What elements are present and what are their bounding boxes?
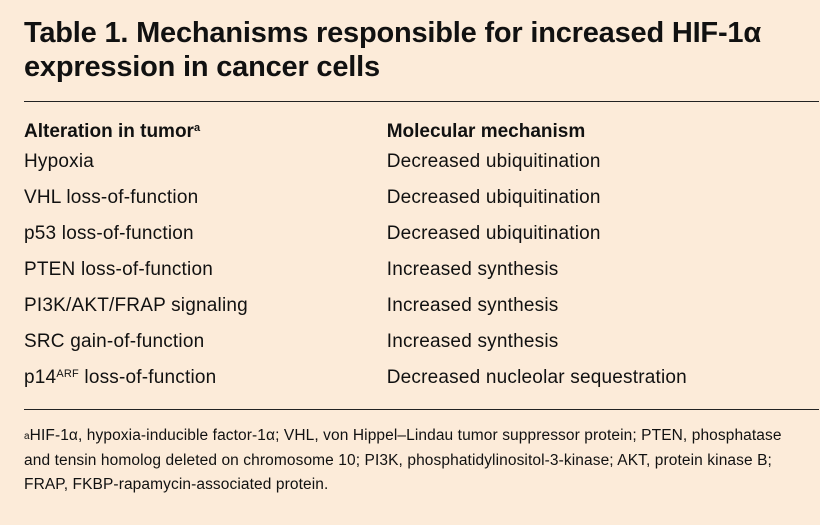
cell-mechanism: Decreased ubiquitination	[386, 187, 601, 208]
header-alteration: Alteration in tumora	[24, 121, 387, 151]
cell-mechanism: Increased synthesis	[386, 331, 559, 352]
table-row: PTEN loss-of-function Increased synthesi…	[24, 259, 792, 295]
mechanisms-table: Alteration in tumora Molecular mechanism…	[24, 121, 792, 403]
cell-mechanism: Increased synthesis	[386, 295, 559, 316]
cell-mechanism: Decreased nucleolar sequestration	[386, 367, 687, 388]
footnote-marker: a	[24, 431, 30, 442]
cell-alteration-prefix: p14	[24, 367, 57, 388]
header-alteration-label: Alteration in tumor	[24, 121, 194, 142]
footnote-marker: a	[193, 122, 201, 134]
cell-mechanism: Decreased ubiquitination	[386, 223, 601, 244]
table-row: p53 loss-of-function Decreased ubiquitin…	[24, 223, 792, 259]
header-mechanism: Molecular mechanism	[386, 121, 586, 142]
cell-alteration: PTEN loss-of-function	[24, 259, 213, 280]
cell-alteration: p14ARF loss-of-function	[24, 367, 387, 403]
table-row: Hypoxia Decreased ubiquitination	[24, 151, 792, 187]
table-row: p14ARF loss-of-function Decreased nucleo…	[24, 367, 792, 403]
table-row: SRC gain-of-function Increased synthesis	[24, 331, 792, 367]
top-rule	[24, 101, 819, 102]
cell-alteration: Hypoxia	[24, 151, 95, 172]
cell-alteration-suffix: loss-of-function	[78, 367, 217, 388]
table-title: Table 1. Mechanisms responsible for incr…	[24, 17, 761, 83]
cell-alteration: VHL loss-of-function	[24, 187, 199, 208]
cell-mechanism: Increased synthesis	[386, 259, 559, 280]
cell-alteration: PI3K/AKT/FRAP signaling	[24, 295, 248, 316]
table-footnote: aHIF-1α, hypoxia-inducible factor-1α; VH…	[24, 424, 804, 498]
footnote-text: HIF-1α, hypoxia-inducible factor-1α; VHL…	[24, 427, 782, 493]
header-row: Alteration in tumora Molecular mechanism	[24, 121, 792, 151]
table-row: VHL loss-of-function Decreased ubiquitin…	[24, 187, 792, 223]
bottom-rule	[24, 409, 819, 410]
cell-alteration: SRC gain-of-function	[24, 331, 205, 352]
table-row: PI3K/AKT/FRAP signaling Increased synthe…	[24, 295, 792, 331]
cell-alteration-superscript: ARF	[56, 368, 79, 380]
cell-alteration: p53 loss-of-function	[24, 223, 194, 244]
cell-mechanism: Decreased ubiquitination	[386, 151, 601, 172]
